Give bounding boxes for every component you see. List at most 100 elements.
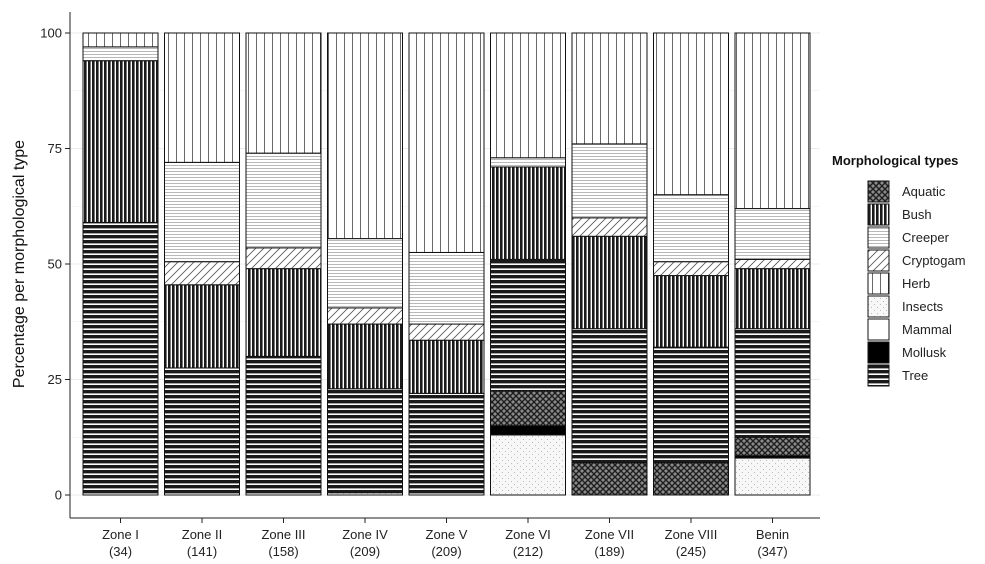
bar-stack-zone-vii bbox=[571, 32, 648, 496]
y-tick-label: 50 bbox=[48, 257, 62, 272]
bar-segment-herb bbox=[490, 32, 566, 159]
legend-swatch-cryptogam bbox=[867, 249, 890, 272]
bar-stack-zone-iv bbox=[327, 32, 403, 496]
x-tick-count-label: (141) bbox=[187, 544, 217, 559]
bar-segment-creeper bbox=[82, 46, 159, 62]
x-tick-label: Zone V bbox=[426, 527, 468, 542]
legend: Morphological types Aquatic Bush Creeper Cr… bbox=[832, 153, 966, 387]
bar-segment-herb bbox=[408, 32, 485, 253]
bar-segment-herb bbox=[164, 32, 240, 163]
bar-segment-bush bbox=[327, 323, 403, 390]
bars bbox=[82, 32, 811, 496]
bar-segment-herb bbox=[653, 32, 729, 196]
legend-swatch-herb bbox=[867, 272, 890, 295]
bar-segment-herb bbox=[571, 32, 648, 145]
bar-segment-aquatic bbox=[490, 390, 566, 427]
bar-segment-creeper bbox=[327, 238, 403, 309]
bar-segment-cryptogam bbox=[408, 323, 485, 341]
bar-segment-cryptogam bbox=[164, 261, 240, 286]
x-tick-label: Zone VI bbox=[505, 527, 551, 542]
bar-segment-bush bbox=[245, 268, 322, 357]
bar-segment-bush bbox=[653, 275, 729, 348]
y-axis-title: Percentage per morphological type bbox=[11, 140, 28, 388]
bar-stack-zone-vi bbox=[490, 32, 566, 496]
bar-segment-cryptogam bbox=[653, 261, 729, 277]
bar-segment-mollusk bbox=[490, 425, 566, 436]
legend-label-mollusk: Mollusk bbox=[902, 345, 947, 360]
legend-swatch-aquatic bbox=[867, 180, 890, 203]
bar-segment-bush bbox=[734, 268, 811, 330]
bar-segment-bush bbox=[490, 166, 566, 260]
bar-segment-insects bbox=[490, 434, 566, 496]
legend-label-herb: Herb bbox=[902, 276, 930, 291]
x-tick-label: Benin bbox=[756, 527, 789, 542]
bar-segment-tree bbox=[571, 328, 648, 464]
bar-segment-tree bbox=[653, 346, 729, 464]
bar-stack-benin bbox=[734, 32, 811, 496]
bar-segment-tree bbox=[327, 388, 403, 494]
y-axis-ticks: 0 25 50 75 100 bbox=[40, 26, 70, 503]
legend-swatch-mammal bbox=[867, 318, 890, 341]
bar-segment-bush bbox=[82, 60, 159, 223]
x-tick-label: Zone IV bbox=[342, 527, 388, 542]
bar-segment-herb bbox=[82, 32, 159, 48]
legend-swatch-bush bbox=[867, 203, 890, 226]
legend-swatch-mollusk bbox=[867, 341, 890, 364]
x-tick-label: Zone VII bbox=[585, 527, 634, 542]
bar-segment-herb bbox=[734, 32, 811, 210]
bar-segment-aquatic bbox=[734, 436, 811, 457]
bar-segment-bush bbox=[571, 235, 648, 330]
bar-segment-tree bbox=[82, 221, 159, 496]
x-tick-count-label: (209) bbox=[431, 544, 461, 559]
bar-segment-creeper bbox=[734, 208, 811, 260]
y-tick-label: 100 bbox=[40, 26, 62, 41]
bar-segment-bush bbox=[164, 284, 240, 369]
bar-stack-zone-v bbox=[408, 32, 485, 496]
bar-segment-tree bbox=[164, 367, 240, 496]
x-tick-count-label: (245) bbox=[676, 544, 706, 559]
legend-swatch-creeper bbox=[867, 226, 890, 249]
bar-stack-zone-ii bbox=[164, 32, 240, 496]
bar-segment-cryptogam bbox=[327, 307, 403, 325]
legend-label-bush: Bush bbox=[902, 207, 932, 222]
bar-stack-zone-viii bbox=[653, 32, 729, 496]
bar-segment-tree bbox=[490, 258, 566, 392]
bar-segment-tree bbox=[734, 328, 811, 438]
bar-segment-creeper bbox=[571, 143, 648, 219]
bar-segment-bush bbox=[408, 339, 485, 394]
x-tick-count-label: (209) bbox=[350, 544, 380, 559]
legend-swatch-insects bbox=[867, 295, 890, 318]
legend-label-creeper: Creeper bbox=[902, 230, 950, 245]
x-tick-count-label: (347) bbox=[757, 544, 787, 559]
legend-label-mammal: Mammal bbox=[902, 322, 952, 337]
bar-segment-creeper bbox=[245, 152, 322, 249]
y-tick-label: 25 bbox=[48, 372, 62, 387]
x-tick-label: Zone I bbox=[102, 527, 139, 542]
bar-stack-zone-i bbox=[82, 32, 159, 496]
bar-segment-herb bbox=[245, 32, 322, 154]
x-tick-label: Zone II bbox=[182, 527, 222, 542]
legend-label-insects: Insects bbox=[902, 299, 944, 314]
bar-segment-creeper bbox=[490, 157, 566, 168]
legend-label-aquatic: Aquatic bbox=[902, 184, 946, 199]
legend-swatch-tree bbox=[867, 364, 890, 387]
legend-label-cryptogam: Cryptogam bbox=[902, 253, 966, 268]
bar-segment-creeper bbox=[164, 161, 240, 263]
bar-segment-creeper bbox=[408, 251, 485, 325]
bar-stack-zone-iii bbox=[245, 32, 322, 496]
x-tick-count-label: (189) bbox=[594, 544, 624, 559]
bar-segment-aquatic bbox=[653, 462, 729, 496]
x-tick-label: Zone III bbox=[261, 527, 305, 542]
x-tick-count-label: (34) bbox=[109, 544, 132, 559]
x-axis-labels: Zone I (34) Zone II (141) Zone III (158) Zone … bbox=[102, 518, 789, 559]
bar-segment-creeper bbox=[653, 194, 729, 263]
x-tick-label: Zone VIII bbox=[665, 527, 718, 542]
bar-segment-tree bbox=[245, 355, 322, 496]
bar-segment-aquatic bbox=[571, 462, 648, 496]
x-tick-count-label: (158) bbox=[268, 544, 298, 559]
x-tick-count-label: (212) bbox=[513, 544, 543, 559]
legend-label-tree: Tree bbox=[902, 368, 928, 383]
bar-segment-herb bbox=[327, 32, 403, 240]
bar-segment-cryptogam bbox=[571, 217, 648, 237]
